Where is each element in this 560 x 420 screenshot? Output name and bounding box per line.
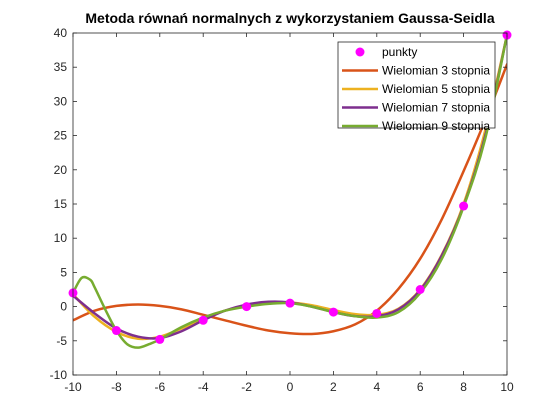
y-tick-label: 35 (54, 60, 68, 74)
y-tick-label: 10 (54, 231, 68, 245)
data-point (372, 308, 382, 318)
y-tick-label: 20 (54, 163, 68, 177)
y-tick-label: 40 (54, 26, 68, 40)
x-tick-label: 2 (330, 380, 337, 394)
x-tick-label: 8 (460, 380, 467, 394)
x-tick-label: -4 (198, 380, 209, 394)
legend-label: Wielomian 9 stopnia (382, 119, 490, 133)
data-point (415, 285, 425, 294)
y-tick-label: 15 (54, 197, 68, 211)
data-point (242, 302, 252, 312)
y-tick-label: 25 (54, 129, 68, 143)
x-tick-label: 6 (417, 380, 424, 394)
series-line-1 (73, 63, 507, 336)
x-tick-label: -10 (64, 380, 82, 394)
legend-label: punkty (382, 45, 417, 59)
x-tick-label: 4 (373, 380, 380, 394)
x-tick-label: 10 (500, 380, 514, 394)
x-tick-label: -6 (154, 380, 165, 394)
legend-label: Wielomian 5 stopnia (382, 82, 490, 96)
data-point (328, 307, 338, 317)
axes: -10 -8 -6 -4 -2 0 2 4 6 8 10 -10 -5 0 5 10 15 20 25 30 35 40 (50, 26, 514, 394)
y-tick-label: 5 (60, 265, 67, 279)
y-tick-label: 0 (60, 300, 67, 314)
data-point (285, 298, 295, 308)
legend-box (337, 41, 496, 129)
chart-title: Metoda równań normalnych z wykorzystanie… (85, 10, 494, 26)
data-point (198, 315, 208, 325)
data-points (68, 30, 512, 344)
x-tick-label: 0 (287, 380, 294, 394)
data-point (155, 334, 165, 344)
y-tick-label: 30 (54, 94, 68, 108)
legend-label: Wielomian 7 stopnia (382, 101, 490, 115)
x-tick-label: -8 (111, 380, 122, 394)
data-point (111, 326, 121, 336)
x-tick-label: -2 (241, 380, 252, 394)
legend-marker-points (355, 47, 365, 57)
data-point (459, 201, 469, 211)
y-tick-label: -5 (56, 334, 67, 348)
legend: punkty Wielomian 3 stopnia Wielomian 5 sto… (337, 41, 496, 133)
legend-label: Wielomian 3 stopnia (382, 64, 490, 78)
y-tick-label: -10 (50, 368, 68, 382)
